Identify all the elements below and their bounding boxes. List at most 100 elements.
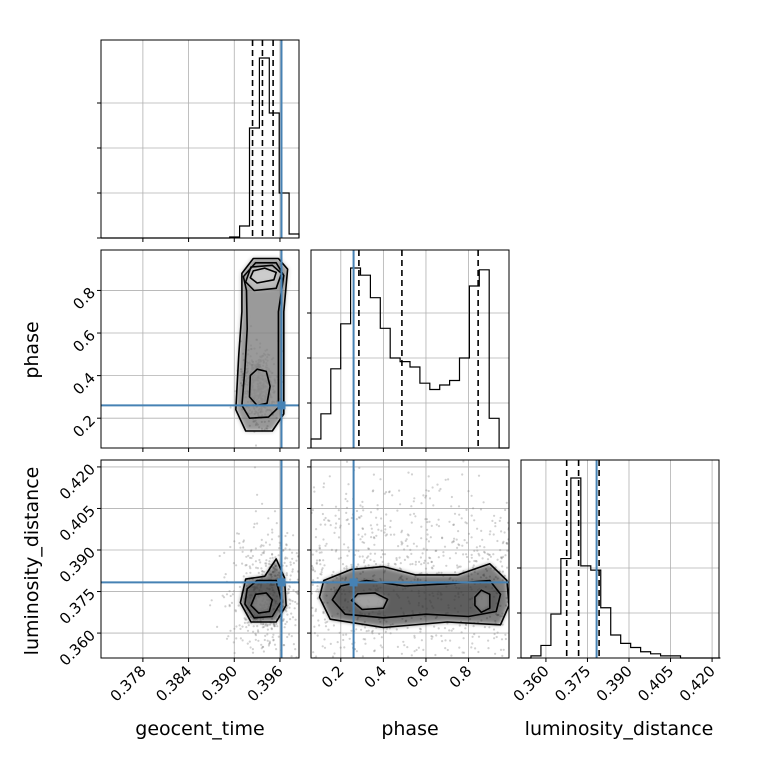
sample-point [445, 564, 448, 567]
sample-point [465, 623, 468, 627]
sample-point [430, 661, 432, 663]
sample-point [474, 559, 477, 563]
sample-point [385, 491, 388, 494]
sample-point [483, 551, 486, 554]
sample-point [422, 494, 425, 497]
sample-point [470, 494, 473, 497]
sample-point [245, 626, 248, 629]
sample-point [387, 655, 390, 658]
sample-point [355, 628, 358, 631]
sample-point [472, 564, 475, 567]
sample-point [424, 567, 428, 570]
sample-point [264, 562, 267, 565]
sample-point [222, 596, 226, 599]
sample-point [308, 604, 310, 606]
sample-point [496, 558, 499, 561]
sample-point [261, 573, 264, 576]
sample-point [232, 641, 235, 644]
sample-point [504, 633, 507, 636]
contour-line [318, 562, 509, 629]
sample-point [488, 626, 491, 629]
sample-point [393, 533, 396, 536]
sample-point [286, 613, 289, 616]
sample-point [318, 551, 321, 554]
sample-point [277, 554, 280, 557]
sample-point [482, 501, 485, 504]
sample-point [395, 628, 398, 631]
sample-point [288, 606, 291, 609]
sample-point [399, 503, 402, 506]
sample-point [452, 540, 455, 543]
sample-point [319, 563, 322, 566]
sample-point [285, 544, 288, 547]
sample-point [311, 564, 314, 568]
sample-point [334, 514, 337, 517]
xtick-label-phase: 0.6 [403, 662, 433, 692]
sample-point [470, 553, 473, 557]
sample-point [242, 546, 245, 549]
sample-point [381, 646, 384, 649]
sample-point [369, 552, 372, 555]
sample-point [308, 606, 310, 608]
sample-point [343, 543, 346, 546]
sample-point [425, 548, 429, 552]
sample-point [234, 609, 237, 612]
sample-point [257, 630, 260, 633]
sample-point [316, 585, 319, 588]
sample-point [364, 533, 367, 536]
sample-point [346, 500, 349, 503]
sample-point [271, 556, 274, 559]
sample-point [499, 516, 502, 519]
sample-point [352, 667, 354, 669]
sample-point [285, 572, 288, 575]
sample-point [363, 559, 366, 562]
sample-point [481, 538, 484, 541]
sample-point [260, 622, 263, 625]
sample-point [305, 617, 307, 619]
sample-point [413, 636, 416, 639]
sample-point [422, 648, 425, 652]
panel-luminosity-distance-vs-phase-content [311, 460, 509, 669]
sample-point [338, 517, 341, 521]
sample-point [441, 537, 444, 540]
truth-marker [277, 578, 286, 587]
sample-point [430, 560, 433, 564]
sample-point [287, 588, 290, 591]
sample-point [266, 633, 269, 636]
sample-point [370, 536, 373, 539]
sample-point [323, 518, 326, 522]
sample-point [296, 592, 299, 596]
sample-point [359, 504, 362, 507]
sample-point [304, 572, 306, 574]
sample-point [239, 627, 242, 631]
sample-point [450, 654, 453, 657]
sample-point [251, 563, 254, 566]
sample-point [286, 557, 289, 560]
sample-point [245, 563, 248, 567]
sample-point [492, 553, 495, 556]
ytick-label-phase: 0.2 [69, 411, 99, 441]
sample-point [235, 564, 238, 567]
sample-point [344, 497, 347, 501]
sample-point [443, 627, 447, 630]
sample-point [364, 565, 367, 568]
sample-point [501, 542, 504, 545]
sample-point [459, 565, 462, 568]
sample-point [373, 552, 377, 555]
sample-point [470, 536, 473, 539]
sample-point [357, 563, 360, 566]
sample-point [276, 625, 279, 628]
sample-point [288, 586, 292, 589]
sample-point [277, 635, 280, 638]
sample-point [489, 555, 492, 558]
sample-point [274, 556, 277, 559]
sample-point [449, 639, 452, 642]
sample-point [229, 594, 232, 598]
sample-point [384, 534, 387, 537]
sample-point [288, 633, 291, 636]
ytick-label-luminosity-distance: 0.390 [56, 543, 99, 586]
sample-point [447, 478, 450, 481]
sample-point [330, 548, 333, 552]
sample-point [270, 538, 274, 541]
